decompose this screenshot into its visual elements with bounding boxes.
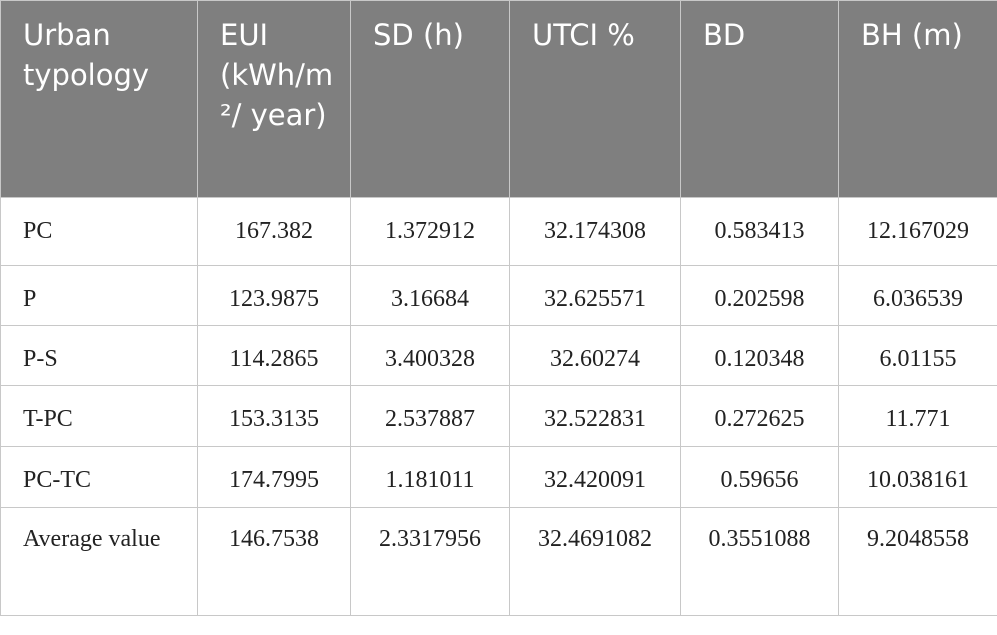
table-cell: 32.420091 [509,446,681,508]
table-row: Average value 146.7538 2.3317956 32.4691082… [0,507,997,616]
data-table: Urban typology EUI (kWh/m²/ year) SD (h) UT… [0,0,997,616]
table-cell: 3.16684 [350,265,510,326]
table-cell: 2.537887 [350,385,510,447]
table-cell: 0.202598 [680,265,839,326]
table-cell: 3.400328 [350,325,510,386]
table-cell: 32.522831 [509,385,681,447]
table-cell: PC-TC [0,446,198,508]
table-cell: 0.272625 [680,385,839,447]
header-row: Urban typology EUI (kWh/m²/ year) SD (h) UT… [0,0,997,198]
table-cell: 153.3135 [197,385,351,447]
table-cell: 32.174308 [509,197,681,266]
header-cell: Urban typology [0,0,198,198]
table-row: PC-TC 174.7995 1.181011 32.420091 0.59656 10.… [0,446,997,508]
table-cell: 123.9875 [197,265,351,326]
table-cell: 114.2865 [197,325,351,386]
table-row: T-PC 153.3135 2.537887 32.522831 0.272625 11.… [0,385,997,447]
header-cell: SD (h) [350,0,510,198]
table-cell: 6.036539 [838,265,997,326]
table-cell: 10.038161 [838,446,997,508]
table-cell: P [0,265,198,326]
table-cell: 32.4691082 [509,507,681,616]
header-cell: UTCI % [509,0,681,198]
header-cell: BH (m) [838,0,997,198]
table-cell: 32.60274 [509,325,681,386]
table-cell: 0.59656 [680,446,839,508]
table-body: PC 167.382 1.372912 32.174308 0.583413 12.167… [0,197,997,616]
table-cell: T-PC [0,385,198,447]
table-cell: 0.583413 [680,197,839,266]
table-cell: 12.167029 [838,197,997,266]
table-cell: 0.120348 [680,325,839,386]
table-cell: 1.372912 [350,197,510,266]
table-cell: 174.7995 [197,446,351,508]
table-row: P 123.9875 3.16684 32.625571 0.202598 6.03653… [0,265,997,326]
table-row: P-S 114.2865 3.400328 32.60274 0.120348 6.011… [0,325,997,386]
table-cell: 9.2048558 [838,507,997,616]
header-cell: BD [680,0,839,198]
table-cell: 2.3317956 [350,507,510,616]
table-row: PC 167.382 1.372912 32.174308 0.583413 12.167… [0,197,997,266]
table-cell: 1.181011 [350,446,510,508]
table-cell: 32.625571 [509,265,681,326]
table-cell: 146.7538 [197,507,351,616]
table-cell: 167.382 [197,197,351,266]
header-cell: EUI (kWh/m²/ year) [197,0,351,198]
table-cell: 11.771 [838,385,997,447]
table-cell: 6.01155 [838,325,997,386]
table-cell: 0.3551088 [680,507,839,616]
table-cell: PC [0,197,198,266]
table-cell: Average value [0,507,198,616]
table-cell: P-S [0,325,198,386]
